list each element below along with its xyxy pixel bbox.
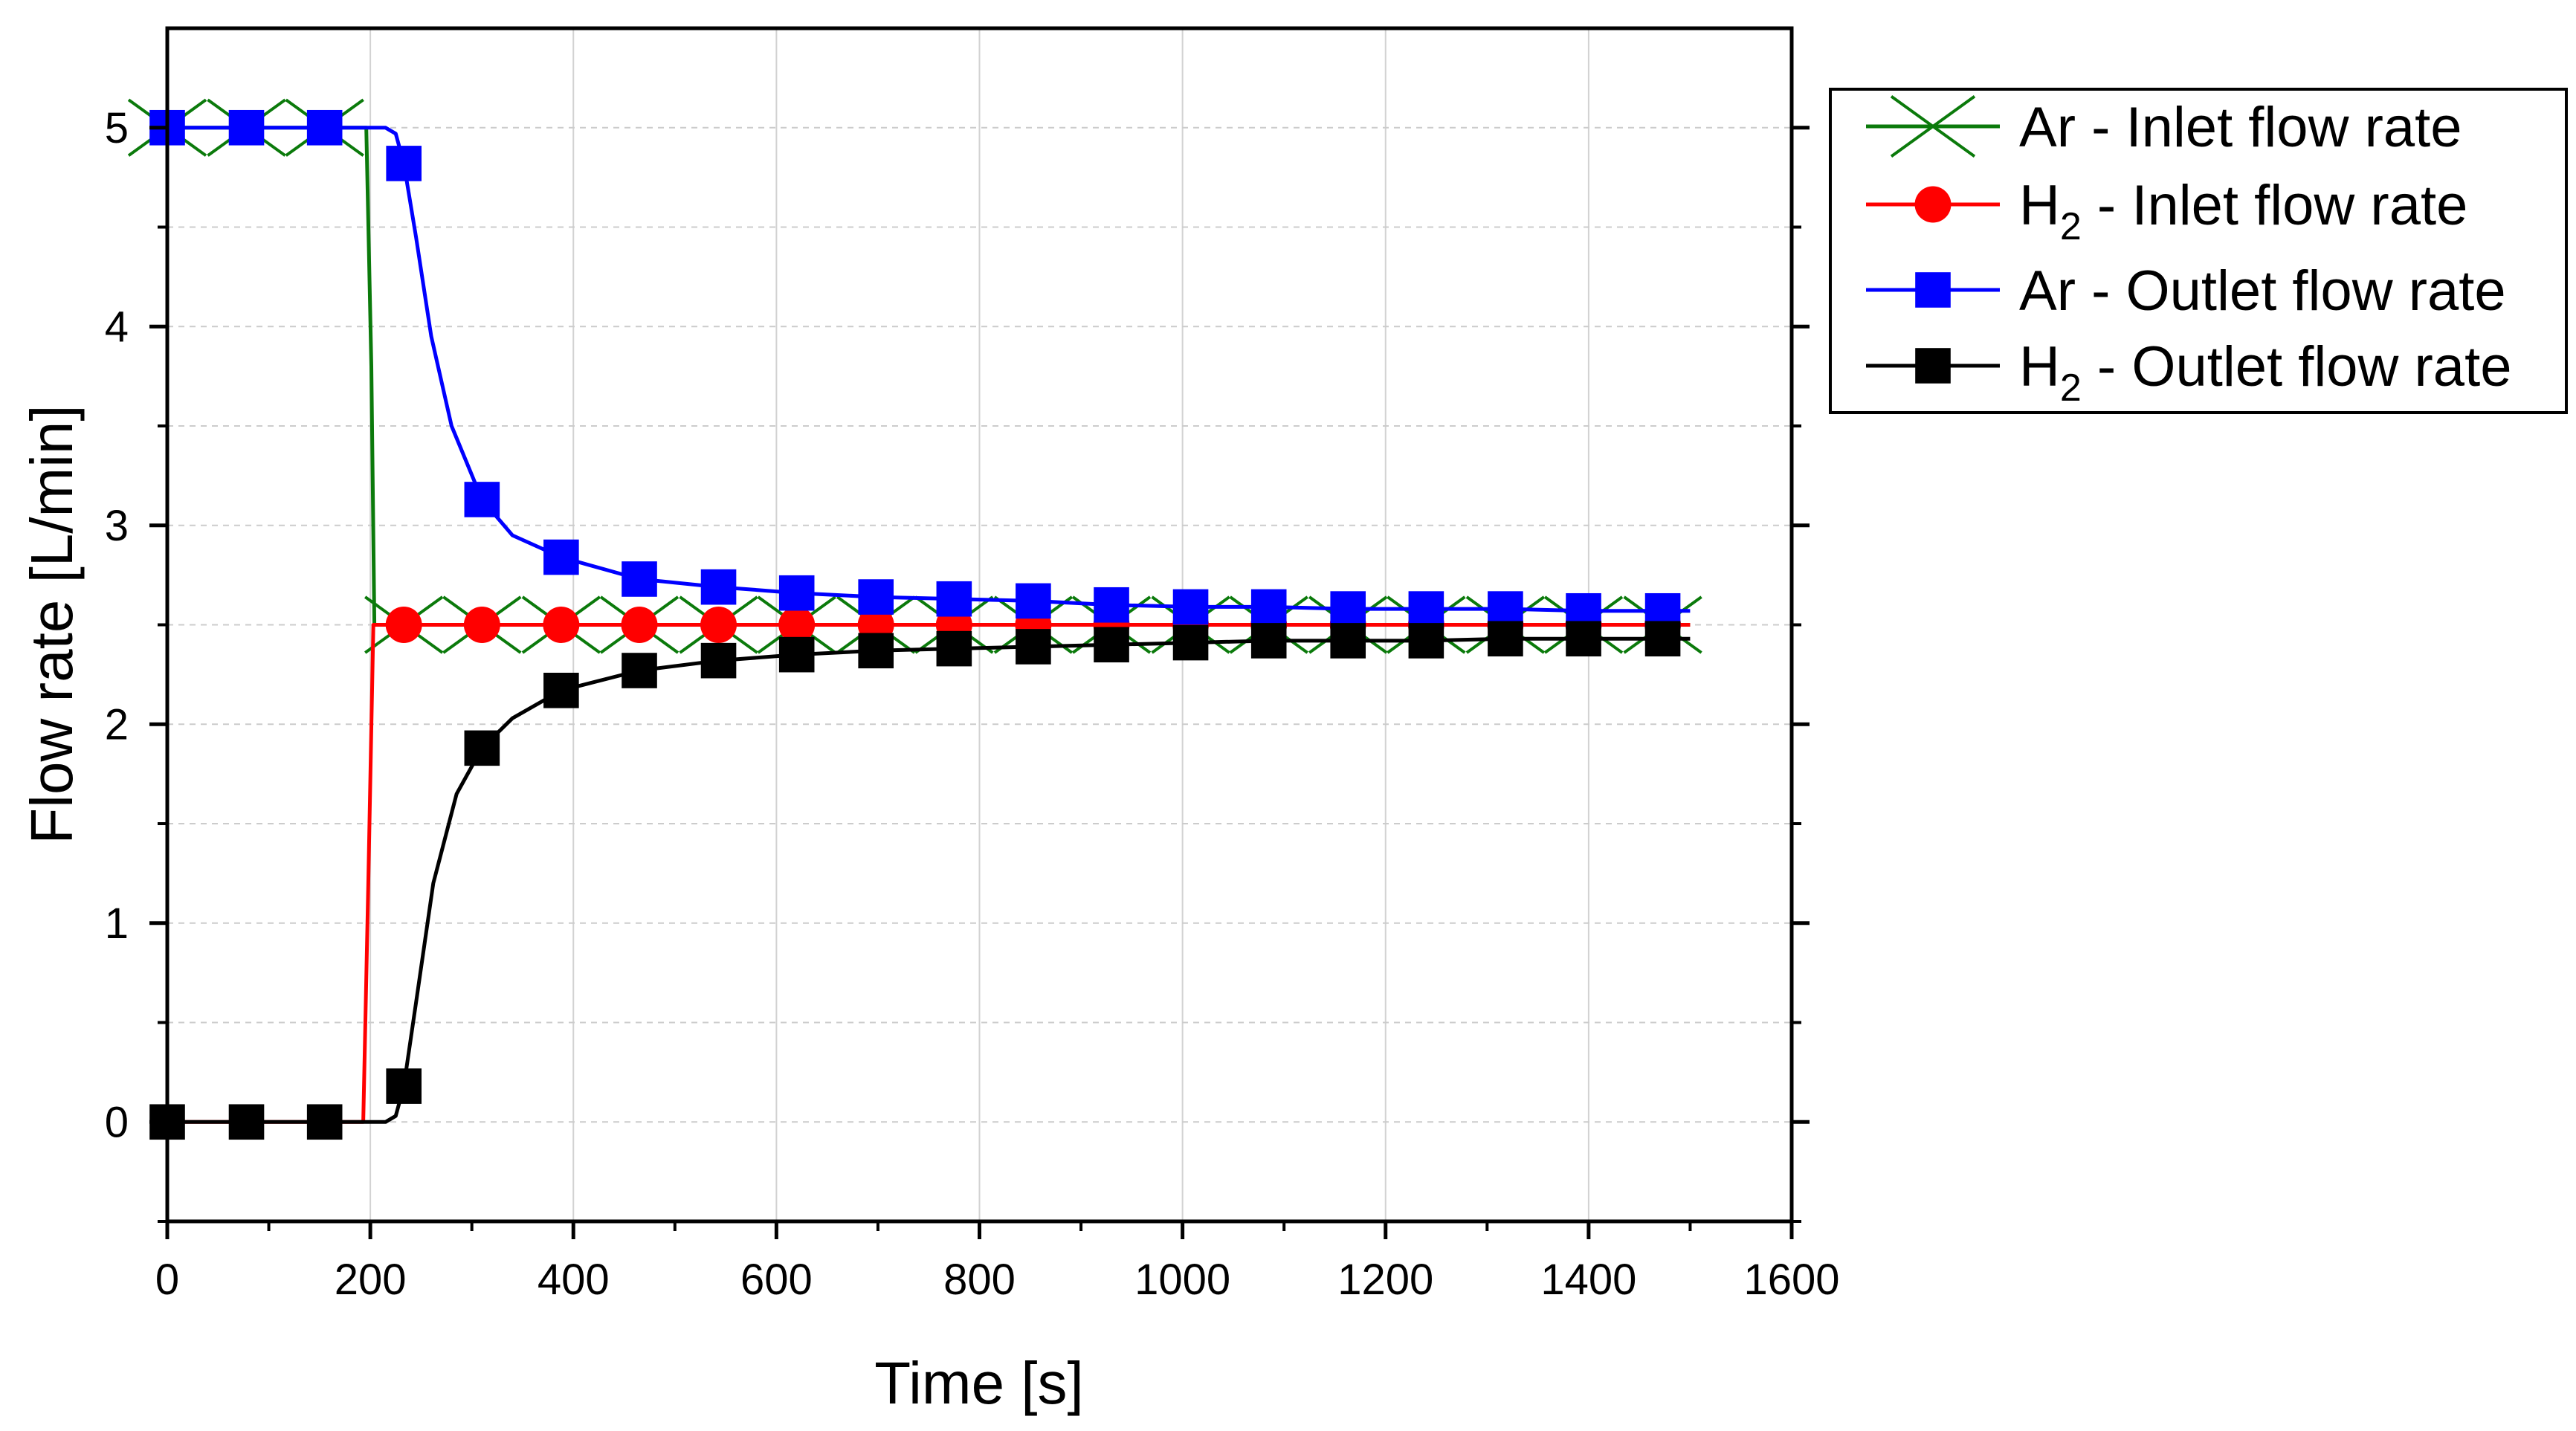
legend-box xyxy=(1829,88,2568,414)
legend-label-main: H xyxy=(2019,174,2060,237)
data-point xyxy=(700,642,737,679)
series-2 xyxy=(149,109,1691,629)
data-point xyxy=(621,607,658,643)
legend-label-rest: - Outlet flow rate xyxy=(2082,335,2512,398)
data-point xyxy=(936,581,972,617)
data-point xyxy=(622,561,657,597)
legend-label: Ar - Outlet flow rate xyxy=(2019,259,2506,323)
legend-entry: Ar - Outlet flow rate xyxy=(1866,259,2506,323)
data-point xyxy=(386,1068,422,1104)
x-tick-label: 200 xyxy=(335,1256,407,1304)
legend-entry: H2 - Inlet flow rate xyxy=(1866,174,2467,248)
series-1 xyxy=(167,607,1691,1124)
legend-label: H2 - Inlet flow rate xyxy=(2019,174,2467,248)
legend-label-main: Ar xyxy=(2019,259,2076,323)
data-point xyxy=(463,607,500,643)
data-point xyxy=(228,1104,265,1140)
y-tick-label: 2 xyxy=(105,700,129,749)
data-point xyxy=(1016,583,1051,619)
y-tick-label: 0 xyxy=(105,1098,129,1146)
data-point xyxy=(1094,627,1129,663)
data-point xyxy=(1172,589,1209,625)
data-point xyxy=(1488,621,1523,657)
data-point xyxy=(778,575,815,611)
data-point xyxy=(858,633,894,669)
legend-label-main: Ar xyxy=(2019,96,2076,159)
data-point xyxy=(778,607,816,643)
legend-swatch-marker xyxy=(1890,95,1976,158)
x-tick-label: 600 xyxy=(740,1256,813,1304)
series-0 xyxy=(127,98,1702,654)
data-point xyxy=(306,109,343,146)
data-point xyxy=(1488,591,1523,627)
data-point xyxy=(778,636,815,673)
data-point xyxy=(1408,591,1444,627)
x-tick-labels: 0 200 400 600 800 1000 1200 1400 1600 xyxy=(155,1256,1840,1304)
series-line xyxy=(167,636,1691,1124)
legend-entry: Ar - Inlet flow rate xyxy=(1866,95,2462,159)
x-tick-label: 1000 xyxy=(1134,1256,1230,1304)
x-tick-label: 1600 xyxy=(1743,1256,1839,1304)
data-point xyxy=(1094,587,1129,623)
y-axis-title: Flow rate [L/min] xyxy=(19,404,85,844)
legend-label-rest: - Outlet flow rate xyxy=(2076,259,2506,323)
data-point xyxy=(1408,623,1444,659)
data-point xyxy=(228,109,265,146)
x-tick-label: 0 xyxy=(155,1256,179,1304)
y-tick-label: 5 xyxy=(105,104,129,152)
series-line xyxy=(167,126,1691,613)
data-point xyxy=(700,607,737,643)
data-point xyxy=(1330,623,1366,659)
series-line xyxy=(167,126,1691,627)
series-3 xyxy=(149,621,1691,1140)
data-point xyxy=(543,539,579,575)
data-point xyxy=(1566,621,1601,657)
data-point xyxy=(858,579,894,615)
y-tick-label: 1 xyxy=(105,899,129,948)
data-point xyxy=(464,482,500,517)
legend-label-subscript: 2 xyxy=(2060,366,2082,410)
y-tick-label: 3 xyxy=(105,502,129,550)
data-point xyxy=(464,730,500,766)
y-tick-label: 4 xyxy=(105,303,129,351)
data-point xyxy=(622,653,657,688)
data-point xyxy=(1330,591,1366,627)
x-axis-title: Time [s] xyxy=(874,1350,1083,1416)
data-point xyxy=(1172,624,1209,661)
data-point xyxy=(543,607,580,643)
data-point xyxy=(1250,589,1287,625)
data-point xyxy=(543,672,579,708)
data-point xyxy=(386,146,422,181)
legend-entry: H2 - Outlet flow rate xyxy=(1866,335,2511,410)
axis-ticks xyxy=(149,126,1810,1239)
legend-label-subscript: 2 xyxy=(2060,205,2082,248)
x-tick-label: 1200 xyxy=(1337,1256,1433,1304)
legend-label-rest: - Inlet flow rate xyxy=(2076,96,2462,159)
x-tick-label: 800 xyxy=(943,1256,1016,1304)
data-point xyxy=(1016,629,1051,665)
y-tick-labels: 0 1 2 3 4 5 xyxy=(105,104,129,1147)
legend-swatch-marker xyxy=(1914,186,1952,223)
legend-swatch-marker xyxy=(1915,272,1951,308)
data-point xyxy=(385,607,422,643)
data-point xyxy=(936,630,972,667)
data-point xyxy=(1250,623,1287,659)
legend-label-rest: - Inlet flow rate xyxy=(2082,174,2468,237)
legend-label-main: H xyxy=(2019,335,2060,398)
x-tick-label: 1400 xyxy=(1540,1256,1636,1304)
legend-label: H2 - Outlet flow rate xyxy=(2019,335,2511,410)
x-tick-label: 400 xyxy=(538,1256,610,1304)
data-point xyxy=(1644,621,1681,657)
series-layer xyxy=(127,98,1702,1140)
data-point xyxy=(700,569,737,605)
legend-label: Ar - Inlet flow rate xyxy=(2019,96,2462,159)
data-point xyxy=(306,1104,343,1140)
legend-swatch-marker xyxy=(1915,348,1951,384)
series-line xyxy=(167,623,1691,1124)
